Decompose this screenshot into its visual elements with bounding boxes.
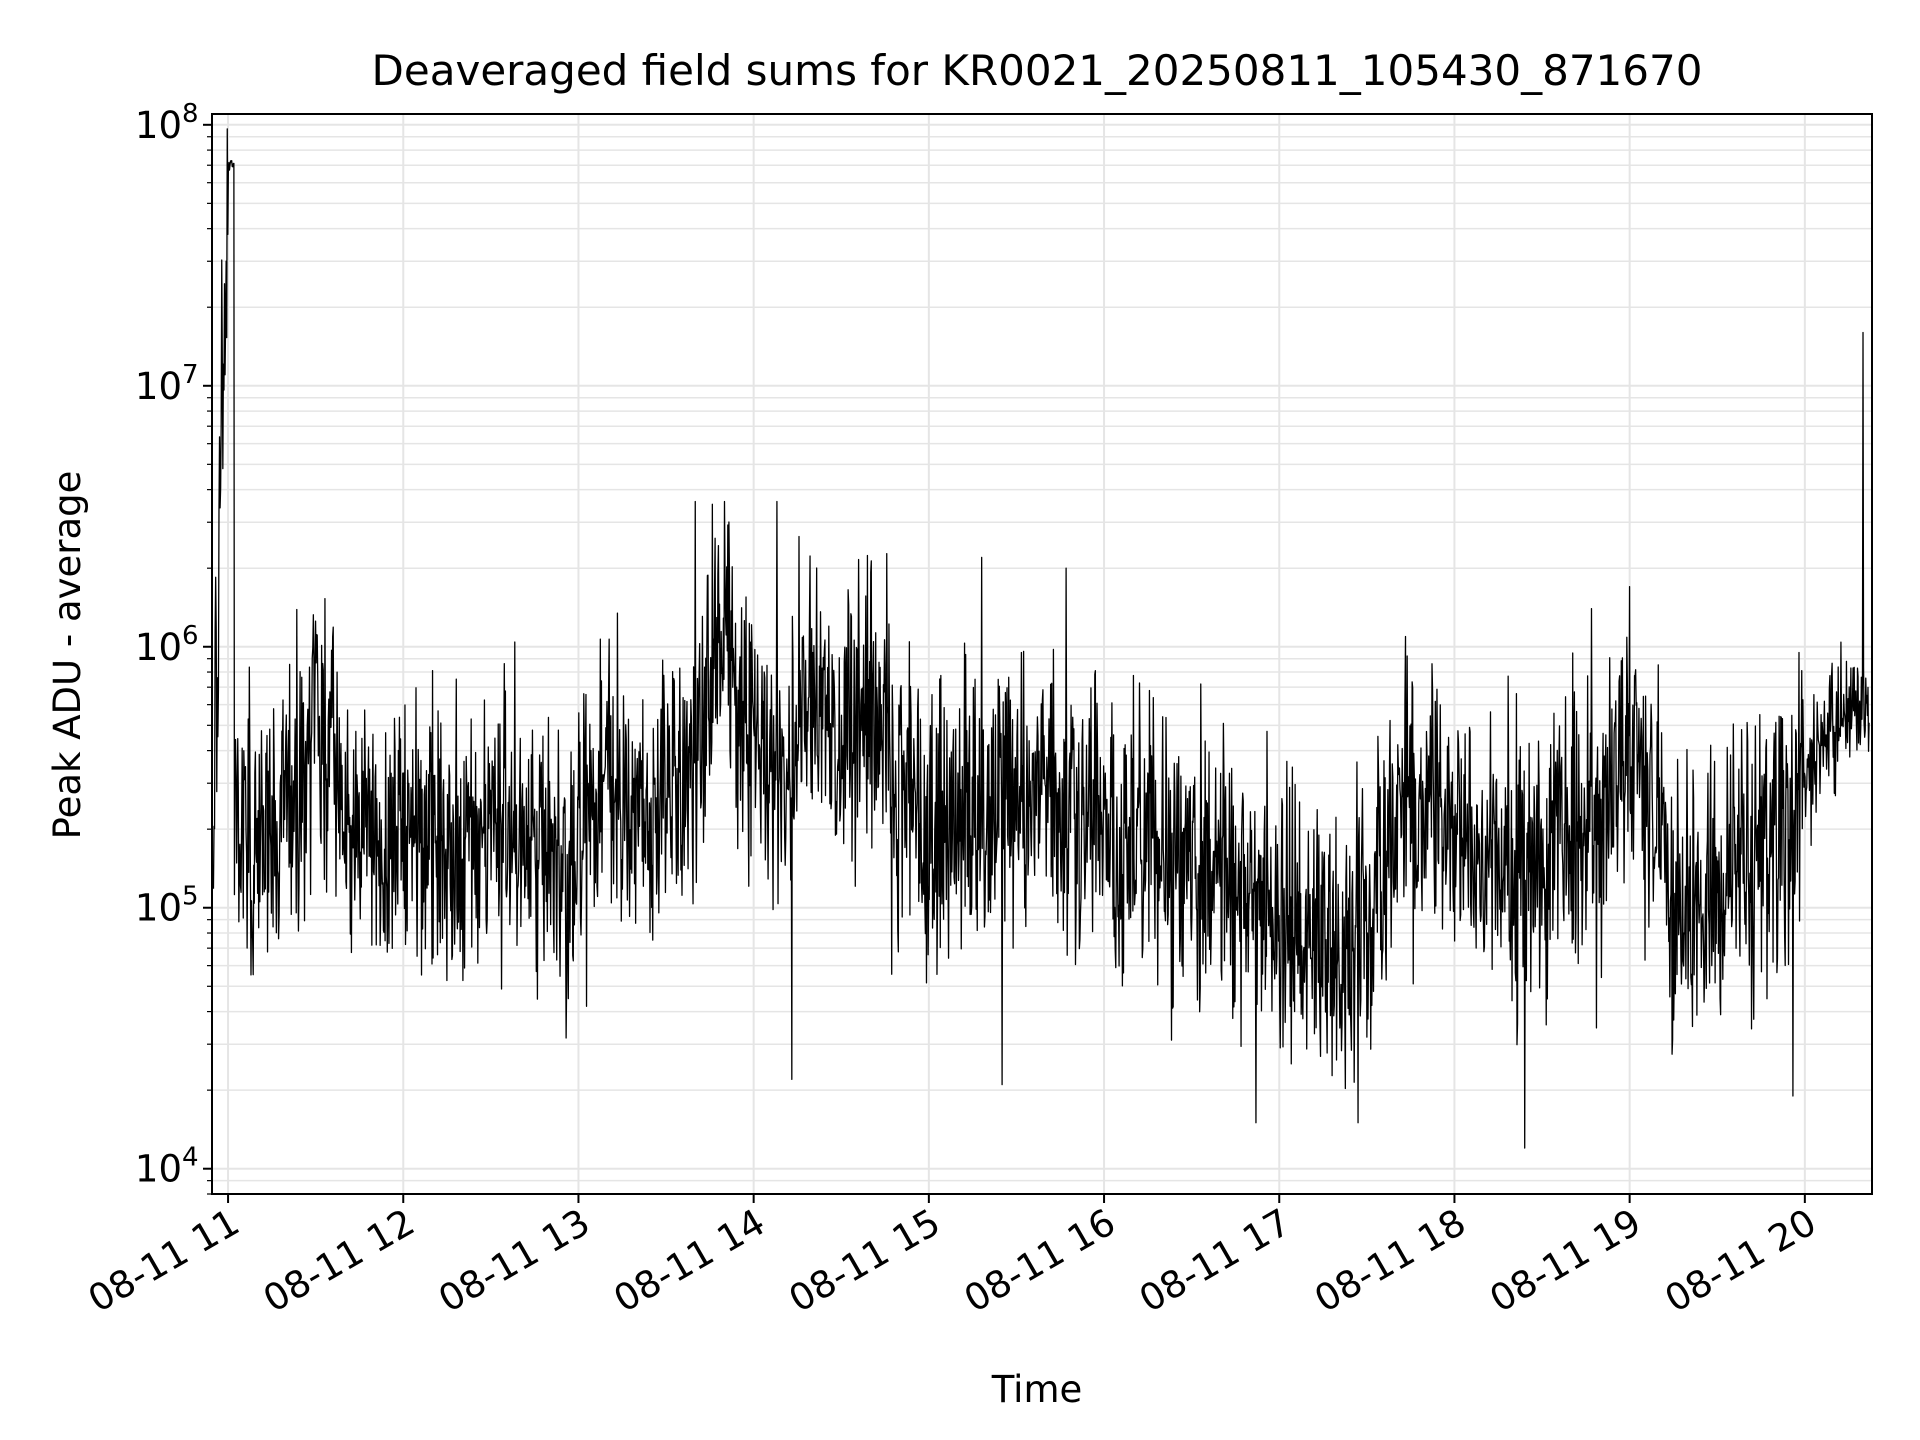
y-tick-exponent: 7 [182,360,199,390]
y-axis-label: Peak ADU - average [46,471,89,840]
y-tick-label: 10 [135,887,182,930]
x-tick-label: 08-11 19 [1483,1201,1649,1321]
x-tick-label: 08-11 16 [957,1201,1123,1321]
x-tick-label: 08-11 13 [431,1201,597,1321]
y-tick-exponent: 5 [182,882,199,912]
plot-area [212,128,1870,1149]
series-line [212,128,1870,1149]
plot-frame [211,113,1873,1195]
y-tick-label: 10 [135,365,182,408]
y-tick-label: 10 [135,1148,182,1191]
y-tick-label: 10 [135,104,182,147]
y-tick-exponent: 6 [182,621,199,651]
x-tick-label: 08-11 15 [782,1201,948,1321]
y-tick-label: 10 [135,626,182,669]
y-tick-exponent: 8 [182,99,199,129]
grid [212,114,1872,1195]
x-axis-label: Time [991,1368,1083,1411]
chart-title: Deaveraged field sums for KR0021_2025081… [372,46,1703,95]
x-tick-label: 08-11 17 [1132,1201,1298,1321]
x-tick-label: 08-11 14 [607,1201,773,1321]
x-tick-label: 08-11 18 [1307,1201,1473,1321]
x-tick-label: 08-11 11 [81,1201,247,1321]
x-tick-label: 08-11 12 [256,1201,422,1321]
y-tick-exponent: 4 [182,1143,199,1173]
x-axis-ticks: 08-11 11 08-11 12 08-11 13 08-11 14 08-11 15… [81,1194,1823,1321]
x-tick-label: 08-11 20 [1658,1201,1824,1321]
